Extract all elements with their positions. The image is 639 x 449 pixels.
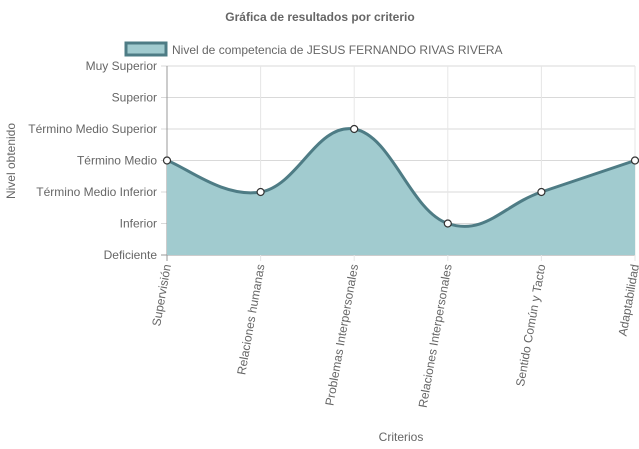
y-tick-label: Término Medio (77, 154, 157, 168)
data-points (162, 124, 639, 228)
y-tick-label: Superior (112, 91, 157, 105)
chart-title: Gráfica de resultados por criterio (225, 10, 414, 24)
y-tick-label: Término Medio Inferior (36, 185, 157, 199)
legend-swatch (124, 41, 168, 57)
y-tick-label: Deficiente (104, 248, 158, 262)
y-axis-ticks: Deficiente Inferior Término Medio Inferior… (28, 59, 157, 262)
x-tick-label: Problemas Interpersonales (322, 263, 361, 407)
data-point[interactable] (162, 156, 172, 165)
data-point[interactable] (537, 187, 546, 197)
y-tick-label: Muy Superior (86, 59, 157, 73)
x-tick-label: Adaptabilidad (616, 263, 639, 337)
legend-label: Nivel de competencia de JESUS FERNANDO R… (172, 43, 503, 57)
data-point[interactable] (443, 219, 452, 228)
x-axis-ticks: Supervisión Relaciones humanas Problemas I… (149, 263, 639, 409)
series-area (167, 128, 635, 255)
x-tick-label: Relaciones humanas (234, 263, 267, 376)
legend[interactable]: Nivel de competencia de JESUS FERNANDO R… (124, 41, 503, 57)
y-axis-label: Nivel obtenido (4, 123, 18, 199)
data-point[interactable] (630, 156, 639, 165)
data-point[interactable] (350, 124, 359, 134)
x-tick-label: Sentido Común y Tacto (513, 263, 548, 388)
x-tick-label: Supervisión (149, 263, 174, 327)
x-axis-label: Criterios (379, 430, 424, 444)
data-point[interactable] (256, 187, 265, 197)
x-tick-label: Relaciones Interpersonales (416, 263, 455, 409)
y-tick-label: Término Medio Superior (28, 122, 157, 136)
y-tick-label: Inferior (120, 217, 157, 231)
